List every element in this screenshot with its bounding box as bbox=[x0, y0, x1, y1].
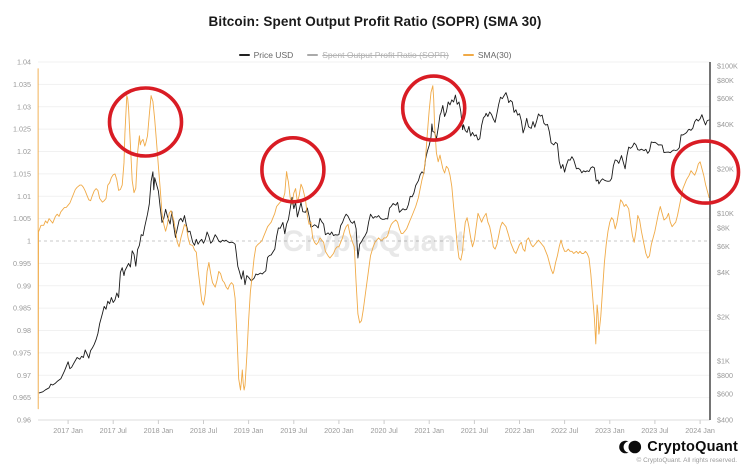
price-line bbox=[38, 92, 710, 394]
y-axis-left-tick-label: 1.03 bbox=[17, 102, 31, 111]
x-axis-tick-label: 2017 Jan bbox=[53, 426, 83, 435]
y-axis-left-tick-label: 0.975 bbox=[13, 348, 31, 357]
y-axis-left-tick-label: 0.995 bbox=[13, 259, 31, 268]
x-axis-tick-label: 2019 Jan bbox=[234, 426, 264, 435]
chart-title: Bitcoin: Spent Output Profit Ratio (SOPR… bbox=[208, 14, 542, 29]
legend-label-sopr: Spent Output Profit Ratio (SOPR) bbox=[322, 50, 449, 60]
x-axis-tick-label: 2023 Jan bbox=[595, 426, 625, 435]
y-axis-right-tick-label: $60K bbox=[717, 94, 734, 103]
y-axis-left-tick-label: 1.035 bbox=[13, 80, 31, 89]
y-axis-right-tick-label: $400 bbox=[717, 415, 733, 424]
y-axis-right-tick-label: $1K bbox=[717, 357, 730, 366]
y-axis-right-tick-label: $80K bbox=[717, 76, 734, 85]
y-axis-right-tick-label: $40K bbox=[717, 120, 734, 129]
y-axis-right-tick-label: $4K bbox=[717, 268, 730, 277]
chart-legend: Price USD Spent Output Profit Ratio (SOP… bbox=[0, 50, 750, 60]
legend-label-price-usd: Price USD bbox=[253, 50, 294, 60]
brand-name: CryptoQuant bbox=[647, 439, 738, 455]
y-axis-right-tick-label: $800 bbox=[717, 371, 733, 380]
y-axis-left-tick-label: 0.985 bbox=[13, 304, 31, 313]
sopr-swatch-icon bbox=[307, 54, 319, 56]
x-axis-tick-label: 2022 Jul bbox=[551, 426, 579, 435]
legend-item-price-usd[interactable]: Price USD bbox=[238, 50, 294, 60]
y-axis-right-tick-label: $8K bbox=[717, 223, 730, 232]
x-axis-tick-label: 2021 Jan bbox=[414, 426, 444, 435]
y-axis-left-tick-label: 1.005 bbox=[13, 214, 31, 223]
legend-item-sma30[interactable]: SMA(30) bbox=[462, 50, 512, 60]
y-axis-left-tick-label: 1.02 bbox=[17, 147, 31, 156]
y-axis-right-tick-label: $10K bbox=[717, 209, 734, 218]
y-axis-left-tick-label: 0.97 bbox=[17, 371, 31, 380]
y-axis-left-tick-label: 1.01 bbox=[17, 192, 31, 201]
y-axis-right-tick-label: $20K bbox=[717, 165, 734, 174]
x-axis-tick-label: 2018 Jan bbox=[144, 426, 174, 435]
x-axis-tick-label: 2022 Jan bbox=[505, 426, 535, 435]
price-usd-swatch-icon bbox=[238, 54, 250, 56]
y-axis-left-tick-label: 0.99 bbox=[17, 281, 31, 290]
x-axis-tick-label: 2018 Jul bbox=[190, 426, 218, 435]
legend-item-sopr[interactable]: Spent Output Profit Ratio (SOPR) bbox=[307, 50, 449, 60]
copyright-text: © CryptoQuant. All rights reserved. bbox=[636, 457, 737, 464]
watermark: CryptoQuant bbox=[282, 225, 465, 258]
y-axis-right-tick-label: $600 bbox=[717, 389, 733, 398]
highlight-circle bbox=[670, 139, 741, 205]
y-axis-left-tick-label: 1.025 bbox=[13, 125, 31, 134]
y-axis-right-tick-label: $100K bbox=[717, 62, 738, 71]
footer-brand: CryptoQuant © CryptoQuant. All rights re… bbox=[619, 439, 738, 464]
sma30-swatch-icon bbox=[462, 54, 474, 56]
y-axis-right-tick-label: $2K bbox=[717, 312, 730, 321]
x-axis-tick-label: 2024 Jan bbox=[685, 426, 715, 435]
y-axis-right-tick-label: $6K bbox=[717, 242, 730, 251]
y-axis-left-tick-label: 1 bbox=[27, 237, 31, 246]
x-axis-tick-label: 2020 Jul bbox=[371, 426, 399, 435]
x-axis-tick-label: 2017 Jul bbox=[100, 426, 128, 435]
y-axis-left-tick-label: 1.04 bbox=[17, 58, 31, 67]
x-axis-tick-label: 2019 Jul bbox=[280, 426, 308, 435]
y-axis-left-tick-label: 0.96 bbox=[17, 416, 31, 425]
x-axis-tick-label: 2021 Jul bbox=[461, 426, 489, 435]
highlight-circle bbox=[400, 74, 467, 142]
legend-label-sma30: SMA(30) bbox=[477, 50, 512, 60]
x-axis-tick-label: 2023 Jul bbox=[641, 426, 669, 435]
y-axis-left-tick-label: 0.965 bbox=[13, 393, 31, 402]
sma30-line bbox=[37, 68, 710, 410]
highlight-circle bbox=[107, 86, 184, 158]
highlight-circle bbox=[260, 136, 326, 204]
x-axis-tick-label: 2020 Jan bbox=[324, 426, 354, 435]
cryptoquant-logo-icon bbox=[619, 440, 642, 454]
y-axis-left-tick-label: 0.98 bbox=[17, 326, 31, 335]
y-axis-left-tick-label: 1.015 bbox=[13, 169, 31, 178]
